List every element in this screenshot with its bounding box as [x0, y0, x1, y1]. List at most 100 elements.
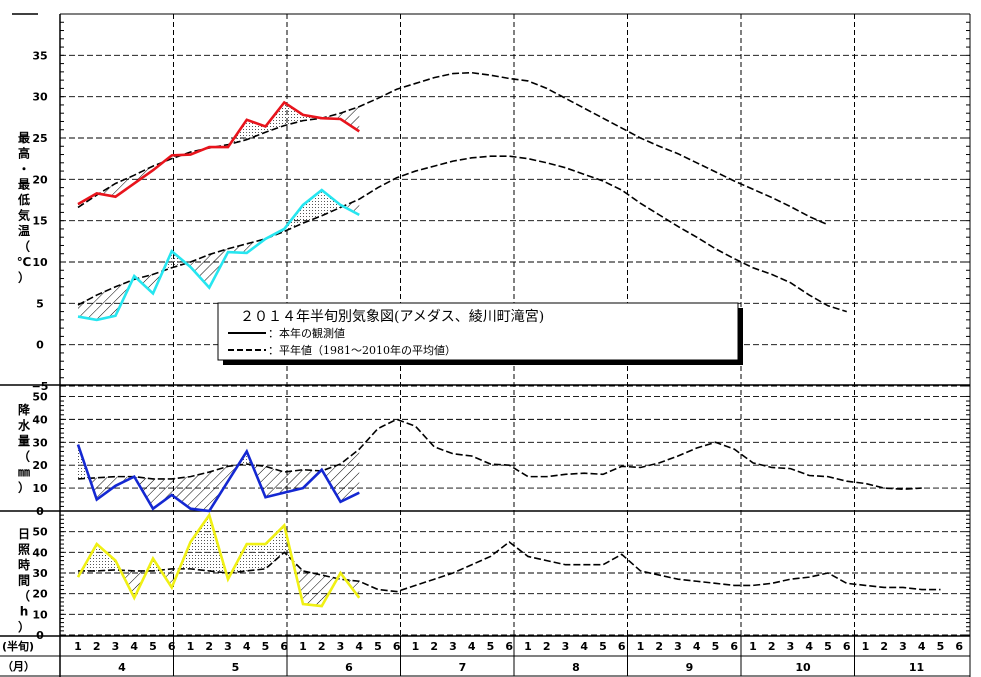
precipitation-deviation-fill	[265, 466, 285, 498]
temperature-max-observed-line	[77, 100, 360, 206]
pentad-label: 2	[430, 640, 438, 653]
pentad-label: 3	[899, 640, 907, 653]
pentad-label: 1	[749, 640, 757, 653]
legend: ２０１４年半旬別気象図(アメダス、綾川町滝宮) ：本年の観測値 ：平年値（198…	[217, 302, 743, 365]
pentad-label: 4	[693, 640, 701, 653]
precipitation-deviation-fill	[171, 476, 191, 509]
month-label: 10	[795, 661, 811, 674]
temperature-min-observed-line	[77, 188, 360, 322]
pentad-label: 6	[280, 640, 288, 653]
pentad-label: 3	[337, 640, 345, 653]
pentad-label: 4	[805, 640, 813, 653]
precipitation-ylabel-char: ㎜	[18, 465, 30, 479]
temperature-tick-label: 35	[32, 49, 47, 62]
precipitation-deviation-fill	[96, 476, 116, 500]
pentad-label: 1	[637, 640, 645, 653]
temperature-ylabel-char: 最	[18, 131, 31, 145]
month-label: 4	[118, 661, 126, 674]
temperature-deviation-fill	[190, 254, 210, 288]
temperature-deviation-fill	[303, 190, 322, 224]
pentad-label: 4	[355, 640, 363, 653]
temperature-tick-label: 30	[32, 91, 48, 104]
temperature-deviation-fill	[96, 286, 116, 320]
temperature-ylabel-char: （	[18, 239, 30, 254]
pentad-label: 6	[168, 640, 176, 653]
precipitation-observed-line	[76, 444, 360, 513]
sunshine-tick-label: 0	[36, 629, 44, 642]
temperature-ylabel-char: 気	[18, 208, 30, 223]
pentad-label: 2	[880, 640, 888, 653]
temperature-deviation-fill	[340, 106, 360, 132]
sunshine-ylabel-char: （	[18, 588, 30, 603]
sunshine-ylabel-char: 間	[18, 574, 30, 588]
month-label: 7	[459, 661, 467, 674]
sunshine-tick-label: 30	[32, 567, 48, 580]
pentad-label: 6	[843, 640, 851, 653]
temperature-ylabel-char: 高	[18, 146, 30, 161]
legend-observed-label: ：本年の観測値	[268, 326, 345, 340]
sunshine-tick-label: 10	[32, 608, 48, 621]
pentad-label: 6	[393, 640, 401, 653]
temperature-min-normal-line	[77, 155, 847, 313]
sunshine-ylabel-char: ）	[18, 619, 30, 634]
month-label: 5	[232, 661, 240, 674]
pentad-label: 2	[655, 640, 663, 653]
precipitation-deviation-fill	[284, 469, 303, 493]
sunshine-ylabel-char: 時	[18, 557, 30, 572]
month-label: 11	[909, 661, 924, 674]
pentad-label: 3	[787, 640, 795, 653]
sunshine-tick-label: 50	[32, 526, 48, 539]
precipitation-ylabel-char: 水	[18, 418, 31, 433]
temperature-tick-label: 20	[32, 173, 48, 186]
temperature-tick-label: 5	[36, 297, 44, 310]
month-label: 6	[345, 661, 353, 674]
pentad-label: 4	[580, 640, 588, 653]
temperature-deviation-fill	[115, 175, 135, 197]
pentad-label: 3	[562, 640, 570, 653]
pentad-label: 2	[768, 640, 776, 653]
sunshine-normal-line	[78, 540, 941, 593]
pentad-row-label: (半旬)	[2, 639, 34, 653]
sunshine-deviation-fill	[246, 544, 266, 571]
pentad-label: 4	[243, 640, 251, 653]
precipitation-ylabel-char: ）	[18, 480, 30, 495]
pentad-label: 1	[524, 640, 532, 653]
pentad-label: 5	[487, 640, 495, 653]
pentad-label: 2	[205, 640, 213, 653]
month-row-label: （月）	[2, 660, 35, 673]
precipitation-normal-line	[77, 418, 922, 491]
temperature-ylabel-char: 最	[18, 178, 31, 192]
pentad-label: 5	[149, 640, 157, 653]
sunshine-observed-line	[76, 512, 361, 608]
precipitation-deviation-fill	[153, 478, 172, 509]
temperature-deviation-fill	[284, 102, 303, 126]
pentad-label: 3	[674, 640, 682, 653]
sunshine-deviation-fill	[303, 570, 322, 607]
sunshine-ylabel-char: 照	[18, 542, 30, 557]
pentad-label: 5	[824, 640, 832, 653]
precipitation-ylabel-char: 降	[18, 402, 31, 417]
pentad-label: 5	[599, 640, 607, 653]
pentad-label: 5	[712, 640, 720, 653]
sunshine-ylabel-char: 日	[18, 527, 30, 541]
month-label: 8	[572, 661, 580, 674]
sunshine-deviation-fill	[190, 515, 210, 571]
sunshine-ylabel-char: h	[20, 605, 29, 619]
temperature-deviation-fill	[228, 243, 247, 253]
pentad-label: 2	[318, 640, 326, 653]
temperature-deviation-fill	[343, 199, 360, 215]
precipitation-deviation-fill	[209, 466, 228, 511]
pentad-label: 3	[224, 640, 232, 653]
temperature-ylabel-char: 低	[17, 192, 30, 207]
pentad-label: 1	[862, 640, 870, 653]
pentad-label: 1	[412, 640, 420, 653]
pentad-label: 3	[449, 640, 457, 653]
pentad-label: 5	[937, 640, 945, 653]
pentad-label: 4	[918, 640, 926, 653]
temperature-ylabel-char: 温	[18, 224, 30, 238]
pentad-label: 6	[730, 640, 738, 653]
pentad-label: 6	[618, 640, 626, 653]
chart-title: ２０１４年半旬別気象図(アメダス、綾川町滝宮)	[240, 309, 544, 325]
temperature-max-normal-line	[77, 71, 829, 226]
